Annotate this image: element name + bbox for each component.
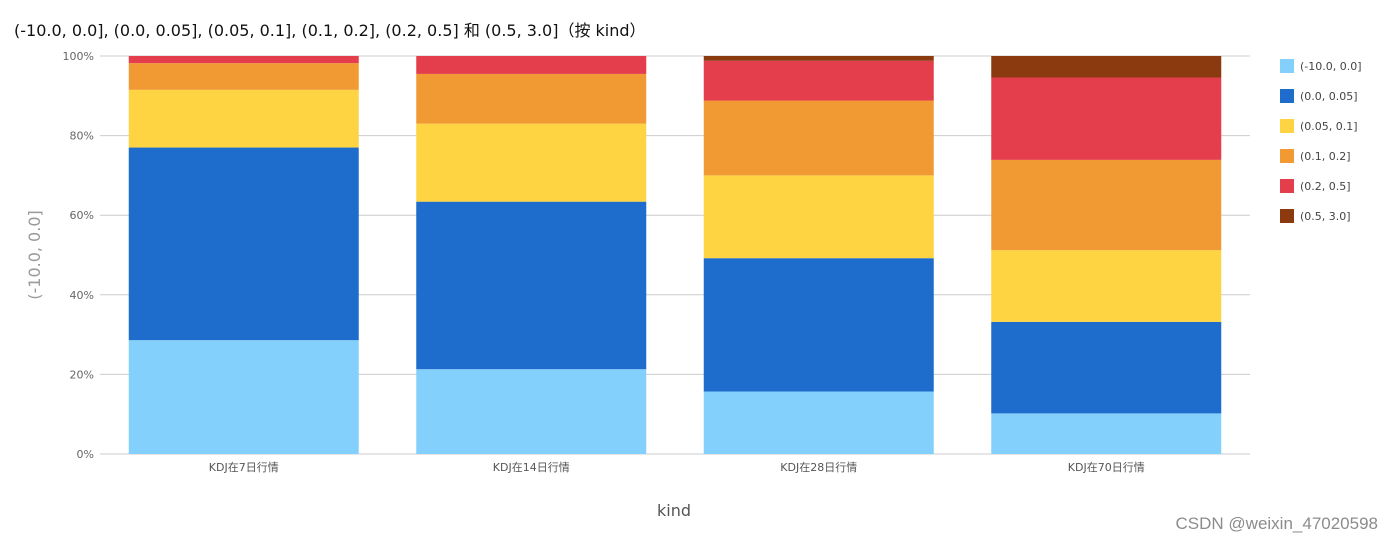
legend-item[interactable]: (0.2, 0.5] (1280, 179, 1351, 193)
legend-item[interactable]: (0.5, 3.0] (1280, 209, 1351, 223)
bar-stack[interactable] (703, 56, 934, 454)
legend-label: (-10.0, 0.0] (1300, 60, 1362, 73)
y-axis-title: (-10.0, 0.0] (25, 210, 44, 300)
bar-segment[interactable] (416, 56, 647, 74)
watermark: CSDN @weixin_47020598 (1175, 514, 1378, 533)
y-tick-label: 40% (70, 289, 94, 302)
x-tick-label: KDJ在14日行情 (493, 461, 570, 474)
bar-segment[interactable] (703, 100, 934, 176)
bar-segment[interactable] (703, 60, 934, 101)
legend-item[interactable]: (0.0, 0.05] (1280, 89, 1358, 103)
bar-segment[interactable] (128, 63, 359, 90)
legend-item[interactable]: (0.05, 0.1] (1280, 119, 1358, 133)
legend-swatch (1280, 119, 1294, 133)
chart-title: (-10.0, 0.0], (0.0, 0.05], (0.05, 0.1], … (14, 21, 646, 40)
axes: 0% 20% 40% 60% 80% 100% KDJ在7日行情 KDJ在14日行情 KDJ在2… (63, 50, 1145, 474)
bar-segment[interactable] (128, 340, 359, 454)
legend-swatch (1280, 149, 1294, 163)
legend-item[interactable]: (0.1, 0.2] (1280, 149, 1351, 163)
bar-segment[interactable] (416, 201, 647, 370)
legend-label: (0.5, 3.0] (1300, 210, 1351, 223)
legend-label: (0.1, 0.2] (1300, 150, 1351, 163)
x-axis-title: kind (657, 501, 691, 520)
bar-segment[interactable] (703, 391, 934, 454)
bar-segment[interactable] (703, 175, 934, 259)
bar-stack[interactable] (991, 56, 1222, 454)
bar-segment[interactable] (128, 147, 359, 341)
x-tick-label: KDJ在28日行情 (780, 461, 857, 474)
y-tick-label: 20% (70, 368, 94, 381)
bar-segment[interactable] (991, 413, 1222, 454)
y-tick-label: 80% (70, 130, 94, 143)
legend-swatch (1280, 89, 1294, 103)
bar-stack[interactable] (128, 56, 359, 454)
bar-segment[interactable] (703, 258, 934, 392)
bar-segment[interactable] (128, 89, 359, 148)
bar-stack[interactable] (416, 56, 647, 454)
bar-segment[interactable] (128, 56, 359, 64)
legend-swatch (1280, 59, 1294, 73)
bar-segment[interactable] (991, 77, 1222, 160)
bar-segment[interactable] (991, 159, 1222, 251)
y-tick-label: 100% (63, 50, 94, 63)
legend-label: (0.0, 0.05] (1300, 90, 1358, 103)
bar-segment[interactable] (416, 369, 647, 454)
bar-segment[interactable] (991, 250, 1222, 322)
x-tick-label: KDJ在7日行情 (209, 461, 279, 474)
legend-swatch (1280, 179, 1294, 193)
bar-segment[interactable] (991, 321, 1222, 414)
legend: (-10.0, 0.0] (0.0, 0.05] (0.05, 0.1] (0.1, … (1280, 59, 1362, 223)
legend-item[interactable]: (-10.0, 0.0] (1280, 59, 1362, 73)
legend-label: (0.2, 0.5] (1300, 180, 1351, 193)
x-tick-label: KDJ在70日行情 (1068, 461, 1145, 474)
bar-segment[interactable] (991, 56, 1222, 78)
bar-segment[interactable] (416, 73, 647, 124)
bar-segment[interactable] (703, 56, 934, 61)
y-tick-label: 0% (77, 448, 94, 461)
bars-area (128, 56, 1222, 454)
legend-label: (0.05, 0.1] (1300, 120, 1358, 133)
legend-swatch (1280, 209, 1294, 223)
y-tick-label: 60% (70, 209, 94, 222)
bar-segment[interactable] (416, 123, 647, 202)
